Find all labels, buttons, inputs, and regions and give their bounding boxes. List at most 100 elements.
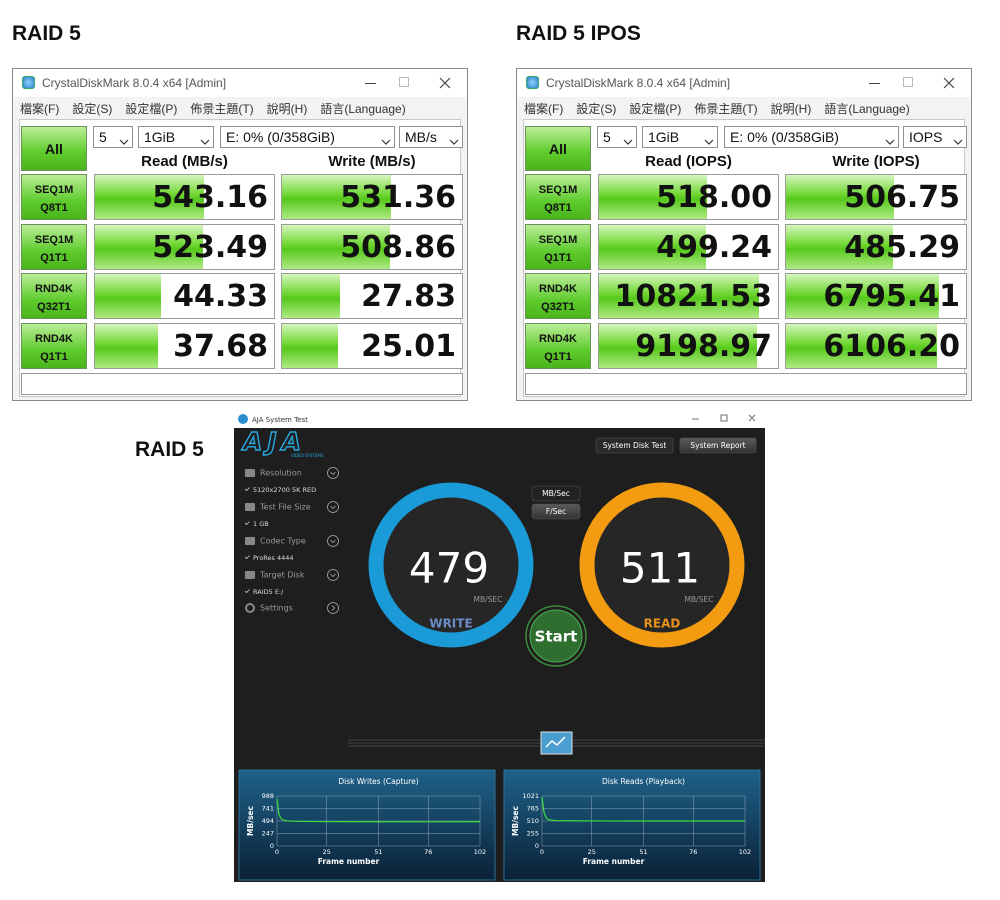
dropdown[interactable]: E: 0% (0/358GiB) [724, 126, 899, 148]
sidebar-value: ProRes 4444 [253, 554, 294, 562]
chevron [623, 139, 633, 145]
test-button[interactable]: RND4K Q1T1 [21, 322, 87, 369]
menu-item[interactable]: 說明(H) [266, 102, 308, 116]
sidebar-label[interactable]: Target Disk [259, 571, 305, 580]
dropdown[interactable]: IOPS [903, 126, 967, 148]
test-queue: Q1T1 [40, 350, 68, 363]
test-button[interactable]: RND4K Q32T1 [525, 273, 591, 319]
close-button[interactable] [437, 75, 453, 91]
test-queue: Q1T1 [544, 251, 572, 264]
result-cell: 531.36 [281, 174, 463, 220]
expand-button[interactable] [327, 569, 339, 581]
check-mark [244, 521, 250, 526]
maximize-button[interactable] [903, 77, 913, 87]
close-button[interactable] [941, 75, 957, 91]
x-tick-label: 0 [540, 848, 544, 856]
result-cell: 508.86 [281, 223, 463, 270]
start-button[interactable] [529, 609, 583, 663]
test-name: RND4K [539, 283, 577, 295]
graph-toggle[interactable] [540, 731, 573, 755]
dropdown-arrow [885, 133, 895, 145]
crystal-window: CrystalDiskMark 8.0.4 x64 [Admin] 檔案(F) 設定… [516, 68, 972, 401]
app-icon [238, 414, 248, 424]
minimize-button[interactable] [869, 83, 880, 84]
y-axis-label: MB/sec [511, 806, 520, 836]
unit-toggle[interactable] [531, 485, 581, 502]
result-cell: 27.83 [281, 273, 463, 319]
menu-item[interactable]: 說明(H) [770, 102, 812, 116]
menu-item[interactable]: 佈景主題(T) [694, 102, 758, 116]
dropdown-arrow [704, 133, 714, 145]
unit-toggle-label: MB/Sec [542, 489, 570, 498]
dropdown[interactable]: 5 [597, 126, 637, 148]
result-value: 523.49 [152, 229, 268, 265]
menu-item[interactable]: 檔案(F) [524, 102, 564, 116]
settings-label[interactable]: Settings [260, 604, 293, 613]
dropdown[interactable]: 5 [93, 126, 133, 148]
dropdown[interactable]: 1GiB [642, 126, 718, 148]
menu-item[interactable]: 佈景主題(T) [190, 102, 254, 116]
sidebar-value: 1 GB [253, 520, 269, 528]
expand-button[interactable] [327, 602, 339, 614]
window-controls[interactable] [692, 414, 756, 422]
result-bar [282, 323, 338, 368]
all-button[interactable]: All [21, 126, 87, 171]
dropdown[interactable]: MB/s [399, 126, 463, 148]
test-button[interactable]: SEQ1M Q1T1 [525, 223, 591, 270]
chevron [704, 139, 714, 145]
menu-item[interactable]: 設定檔(P) [629, 102, 682, 116]
minimize-button[interactable] [365, 83, 376, 84]
y-tick-label: 0 [535, 842, 539, 850]
result-value: 506.75 [844, 180, 960, 215]
test-button[interactable]: SEQ1M Q8T1 [21, 174, 87, 220]
gauge-ring [579, 482, 745, 648]
menu-item[interactable]: 檔案(F) [20, 102, 60, 116]
result-cell: 499.24 [598, 223, 779, 270]
menu-item[interactable]: 語言(Language) [320, 102, 406, 116]
settings-icon [245, 603, 255, 613]
close-icon [943, 77, 955, 89]
column-header: Write (MB/s) [328, 153, 416, 170]
dropdown[interactable]: 1GiB [138, 126, 214, 148]
maximize-button[interactable] [399, 77, 409, 87]
gauge-unit: MB/SEC [685, 595, 714, 604]
sidebar-value: 5120x2700 5K RED [253, 486, 316, 494]
y-tick-label: 988 [262, 792, 274, 800]
result-value: 27.83 [361, 279, 456, 314]
section-label: RAID 5 [12, 22, 81, 45]
menu-item[interactable]: 語言(Language) [824, 102, 910, 116]
menu-item[interactable]: 設定(S) [72, 102, 113, 116]
sidebar-label[interactable]: Codec Type [260, 537, 306, 546]
dropdown[interactable]: E: 0% (0/358GiB) [220, 126, 395, 148]
sidebar-value: RAID5 E:/ [253, 588, 284, 596]
test-button[interactable]: RND4K Q1T1 [525, 322, 591, 369]
chevron [330, 505, 336, 510]
result-cell: 44.33 [94, 273, 275, 319]
expand-button[interactable] [327, 501, 339, 513]
result-bar [599, 323, 757, 368]
test-button[interactable]: SEQ1M Q8T1 [525, 174, 591, 220]
result-value: 485.29 [844, 229, 960, 265]
expand-button[interactable] [327, 467, 339, 479]
sidebar-label[interactable]: Test File Size [259, 503, 311, 512]
result-bar [95, 274, 161, 318]
sidebar-icon [245, 537, 255, 545]
expand-button[interactable] [327, 535, 339, 547]
result-value: 44.33 [173, 279, 268, 314]
all-button[interactable]: All [525, 126, 591, 171]
unit-toggle[interactable] [531, 503, 581, 520]
chart-panel [503, 769, 761, 881]
test-button[interactable]: SEQ1M Q1T1 [21, 223, 87, 270]
menu-item[interactable]: 設定檔(P) [125, 102, 178, 116]
test-button[interactable]: RND4K Q32T1 [21, 273, 87, 319]
menu-bar: 檔案(F) 設定(S) 設定檔(P) 佈景主題(T) 說明(H) 語言(Language) [524, 100, 910, 117]
sidebar-label[interactable]: Resolution [260, 469, 302, 478]
top-button[interactable] [679, 437, 757, 454]
result-bar [95, 224, 204, 269]
top-button[interactable] [595, 437, 674, 454]
result-bar [95, 175, 204, 219]
test-queue: Q32T1 [37, 301, 71, 313]
test-name: SEQ1M [538, 233, 578, 246]
menu-item[interactable]: 設定(S) [576, 102, 617, 116]
